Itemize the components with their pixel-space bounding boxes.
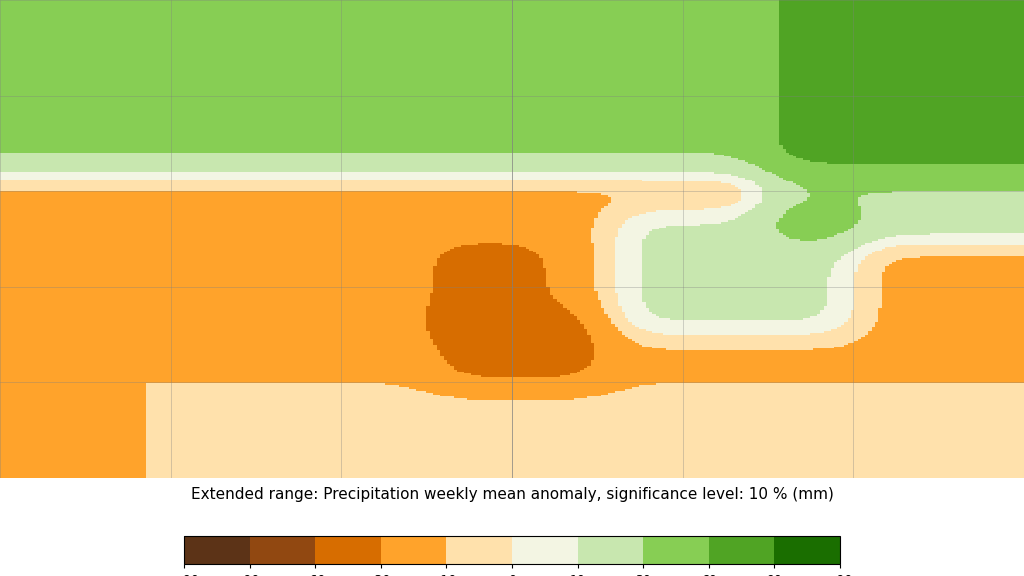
Text: Extended range: Precipitation weekly mean anomaly, significance level: 10 % (mm): Extended range: Precipitation weekly mea… <box>190 487 834 502</box>
